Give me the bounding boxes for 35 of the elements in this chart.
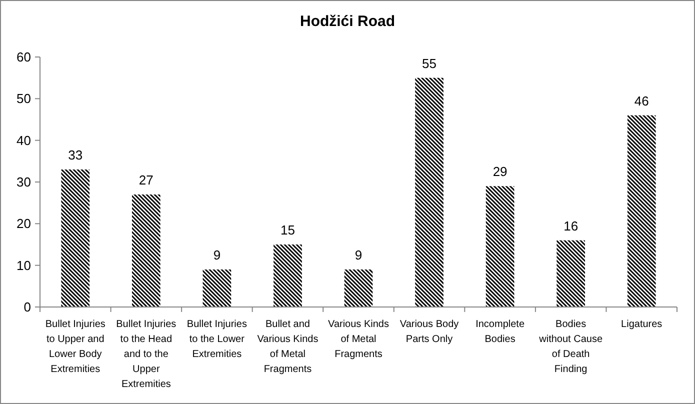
y-tick-label: 10	[16, 258, 31, 273]
x-tick-label: Various Body Parts Only	[400, 319, 459, 345]
x-tick-label: Bullet Injuries to the Head and to the Upper Extremities	[116, 319, 176, 390]
data-label: 29	[492, 164, 508, 180]
bar	[486, 186, 514, 307]
bar	[61, 170, 90, 307]
y-tick-label: 60	[16, 50, 31, 65]
bar	[274, 244, 302, 307]
x-tick-label: Ligatures	[621, 319, 662, 330]
x-tick-label: Bullet and Various Kinds of Metal Fragments	[257, 319, 318, 375]
y-tick-label: 0	[24, 300, 31, 315]
bar	[627, 115, 656, 307]
data-label: 55	[422, 56, 437, 71]
x-tick-label: Bullet Injuries to the Lower Extremities	[186, 319, 247, 360]
x-tick-label: Bodies without Cause of Death Finding	[538, 319, 603, 375]
bar	[132, 194, 160, 307]
data-label: 27	[138, 172, 154, 188]
x-tick-label: Various Kinds of Metal Fragments	[328, 319, 389, 360]
y-tick-label: 40	[16, 132, 31, 148]
bar	[344, 270, 373, 307]
chart-title: Hodžići Road	[300, 13, 396, 30]
data-label: 9	[213, 248, 221, 262]
y-tick-label: 20	[16, 216, 31, 232]
bar	[556, 240, 585, 307]
data-label: 16	[564, 218, 578, 234]
bar	[415, 78, 444, 307]
x-tick-label: Incomplete Bodies	[476, 319, 525, 345]
bar	[202, 270, 232, 307]
y-tick-label: 30	[16, 174, 31, 190]
data-label: 46	[634, 93, 649, 108]
data-label: 33	[68, 148, 83, 162]
y-tick-label: 50	[16, 91, 31, 106]
x-tick-label: Bullet Injuries to Upper and Lower Body Extremities	[45, 319, 106, 375]
data-label: 9	[354, 248, 362, 262]
data-label: 15	[280, 222, 295, 238]
